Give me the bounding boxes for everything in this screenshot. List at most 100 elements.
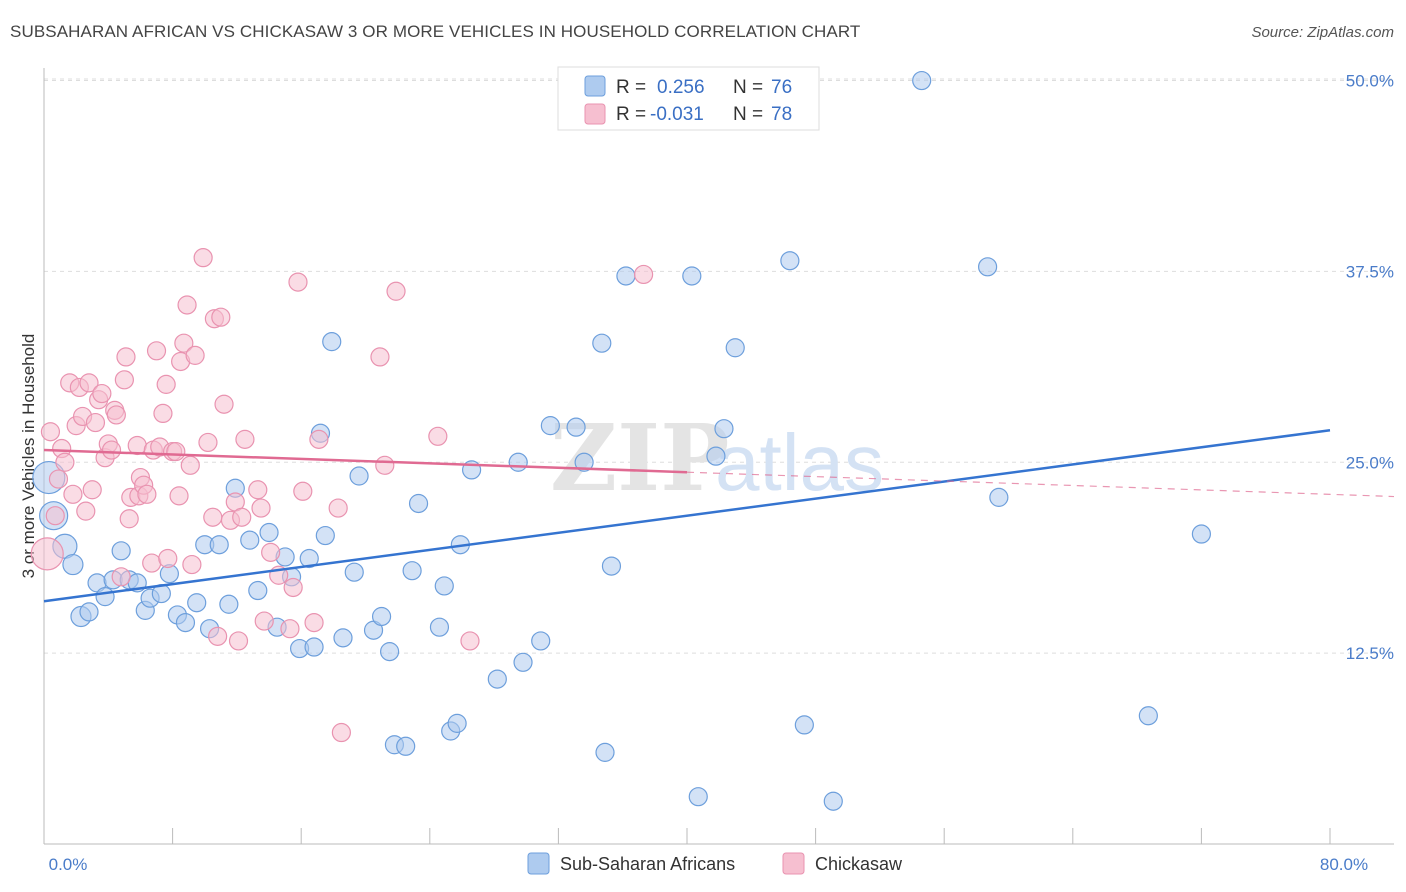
point-sub-saharan-africans — [62, 553, 84, 576]
point-sub-saharan-africans — [322, 332, 342, 352]
point-sub-saharan-africans — [616, 266, 636, 286]
point-chickasaw — [158, 548, 178, 569]
legend-r-value: -0.031 — [650, 104, 704, 125]
point-chickasaw — [248, 480, 268, 500]
point-chickasaw — [174, 333, 194, 353]
point-sub-saharan-africans — [513, 652, 533, 672]
x-tick-label-min: 0.0% — [49, 855, 88, 874]
point-chickasaw — [111, 567, 131, 587]
point-sub-saharan-africans — [259, 522, 279, 543]
point-chickasaw — [254, 611, 274, 631]
point-chickasaw — [169, 486, 189, 506]
point-sub-saharan-africans — [794, 715, 814, 735]
x-ticks — [43, 828, 1331, 844]
point-sub-saharan-africans — [601, 556, 622, 576]
bottom-legend-label-pink: Chickasaw — [815, 854, 903, 874]
y-tick-labels: 12.5% 25.0% 37.5% 50.0% — [1346, 72, 1394, 664]
point-chickasaw — [101, 440, 122, 460]
point-chickasaw — [45, 506, 65, 526]
point-sub-saharan-africans — [714, 419, 734, 439]
point-chickasaw — [375, 455, 395, 475]
point-sub-saharan-africans — [682, 266, 702, 286]
legend-swatch-blue — [584, 75, 606, 97]
legend-r-label: R = — [616, 104, 646, 125]
point-sub-saharan-africans — [989, 487, 1009, 507]
point-chickasaw — [370, 347, 390, 367]
point-chickasaw — [177, 295, 197, 315]
legend-n-label: N = — [733, 104, 763, 125]
point-sub-saharan-africans — [333, 628, 353, 648]
point-chickasaw — [40, 422, 61, 442]
point-sub-saharan-africans — [725, 338, 745, 358]
point-sub-saharan-africans — [79, 602, 99, 622]
point-sub-saharan-africans — [187, 593, 207, 613]
point-chickasaw — [211, 307, 231, 327]
point-chickasaw — [153, 403, 173, 424]
point-sub-saharan-africans — [349, 466, 369, 486]
point-sub-saharan-africans — [688, 787, 708, 807]
point-chickasaw — [460, 631, 480, 651]
legend-swatch-pink — [584, 103, 606, 125]
point-sub-saharan-africans — [408, 493, 429, 514]
point-chickasaw — [114, 370, 134, 390]
chart-title: SUBSAHARAN AFRICAN VS CHICKASAW 3 OR MOR… — [10, 22, 861, 41]
y-tick-label: 12.5% — [1346, 644, 1394, 663]
point-chickasaw — [106, 405, 126, 425]
point-sub-saharan-africans — [315, 525, 335, 546]
point-sub-saharan-africans — [175, 612, 196, 633]
point-chickasaw — [328, 498, 348, 518]
legend: R = 0.256 N = 76 R = -0.031 N = 78 — [557, 66, 820, 131]
gridlines — [44, 78, 1394, 654]
point-chickasaw — [48, 469, 69, 489]
point-chickasaw — [280, 619, 300, 639]
point-sub-saharan-africans — [447, 713, 467, 733]
bottom-legend-swatch-blue — [527, 852, 550, 875]
point-sub-saharan-africans — [566, 417, 586, 437]
point-sub-saharan-africans — [978, 257, 998, 277]
point-sub-saharan-africans — [592, 333, 612, 353]
point-chickasaw — [180, 455, 200, 475]
point-chickasaw — [386, 281, 406, 301]
legend-r-value: 0.256 — [657, 77, 705, 98]
point-sub-saharan-africans — [540, 416, 560, 436]
point-sub-saharan-africans — [371, 606, 392, 627]
trend-line-sub-saharan-africans — [43, 428, 1331, 603]
point-sub-saharan-africans — [706, 446, 726, 466]
legend-n-value: 78 — [771, 104, 792, 125]
point-sub-saharan-africans — [595, 742, 615, 762]
point-sub-saharan-africans — [402, 561, 422, 581]
point-sub-saharan-africans — [344, 562, 364, 582]
point-sub-saharan-africans — [823, 791, 843, 811]
point-chickasaw — [251, 498, 271, 518]
point-chickasaw — [193, 248, 213, 268]
point-chickasaw — [116, 347, 136, 367]
y-axis-label: 3 or more Vehicles in Household — [19, 334, 38, 579]
point-chickasaw — [185, 345, 205, 365]
point-sub-saharan-africans — [780, 251, 800, 271]
point-sub-saharan-africans — [396, 736, 416, 756]
point-sub-saharan-africans — [240, 530, 260, 550]
point-chickasaw — [198, 432, 218, 453]
y-tick-label: 50.0% — [1346, 72, 1394, 91]
point-sub-saharan-africans — [574, 452, 594, 472]
point-sub-saharan-africans — [304, 637, 324, 657]
point-chickasaw — [309, 429, 329, 449]
point-sub-saharan-africans — [434, 576, 454, 596]
point-chickasaw — [228, 631, 249, 651]
point-sub-saharan-africans — [1138, 706, 1158, 726]
point-chickasaw — [166, 441, 186, 462]
point-chickasaw — [182, 554, 202, 575]
chart-source: Source: ZipAtlas.com — [1251, 24, 1394, 41]
point-sub-saharan-africans — [380, 642, 400, 662]
point-chickasaw — [203, 507, 223, 527]
trend-lines — [43, 428, 1395, 603]
point-chickasaw — [146, 341, 167, 361]
y-tick-label: 37.5% — [1346, 262, 1394, 281]
axes — [43, 68, 1394, 845]
point-chickasaw — [208, 626, 228, 646]
point-chickasaw — [119, 509, 139, 529]
bottom-legend-swatch-pink — [782, 852, 805, 875]
point-chickasaw — [55, 452, 75, 472]
trend-line-chickasaw — [43, 448, 688, 474]
point-chickasaw — [79, 373, 99, 393]
